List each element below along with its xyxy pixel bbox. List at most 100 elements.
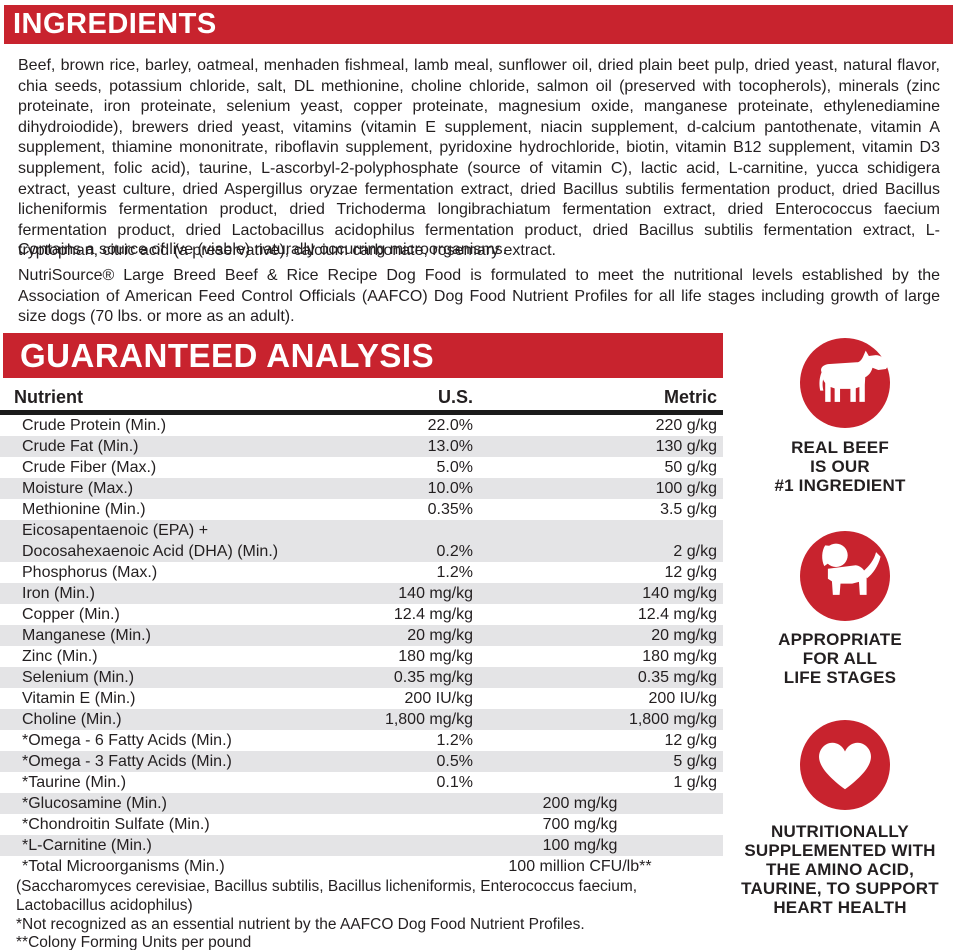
nutrient-name: Crude Fiber (Max.) [22,459,157,476]
nutrient-name: *Taurine (Min.) [22,774,127,791]
table-row: Selenium (Min.) 0.35 mg/kg 0.35 mg/kg [0,667,723,688]
nutrient-name: Crude Protein (Min.) [22,417,167,434]
nutrient-name: Crude Fat (Min.) [22,438,139,455]
table-row: Crude Fat (Min.) 13.0% 130 g/kg [0,436,723,457]
heart-icon [800,720,890,810]
metric-value: 1 g/kg [673,774,717,791]
table-row: Crude Fiber (Max.) 5.0% 50 g/kg [0,457,723,478]
metric-value: 2 g/kg [673,543,717,560]
nutrient-name: Selenium (Min.) [22,669,135,686]
metric-value: 220 g/kg [655,417,717,434]
table-row: Phosphorus (Max.) 1.2% 12 g/kg [0,562,723,583]
table-row: Manganese (Min.) 20 mg/kg 20 mg/kg [0,625,723,646]
us-value: 1.2% [436,732,473,749]
nutrient-name: Choline (Min.) [22,711,122,728]
metric-value: 100 g/kg [655,480,717,497]
ingredients-list: Beef, brown rice, barley, oatmeal, menha… [18,57,940,260]
life-stages-caption: APPROPRIATE FOR ALL LIFE STAGES [778,630,902,687]
analysis-table-body: Crude Protein (Min.) 22.0% 220 g/kg Crude F… [0,415,723,877]
metric-value: 3.5 g/kg [660,501,717,518]
aafco-statement: NutriSource® Large Breed Beef & Rice Rec… [18,267,940,326]
dog-icon [800,531,890,621]
nutrient-name: Methionine (Min.) [22,501,146,518]
guaranteed-analysis-title: GUARANTEED ANALYSIS [20,336,435,374]
table-row: *L-Carnitine (Min.) 100 mg/kg [0,835,723,856]
nutrient-name: Zinc (Min.) [22,648,98,665]
table-row: Eicosapentaenoic (EPA) + Docosahexaenoic… [0,520,723,562]
table-header-rule [0,410,723,415]
us-value: 0.35% [427,501,473,518]
metric-value: 0.35 mg/kg [637,669,717,686]
metric-value: 12.4 mg/kg [637,606,717,623]
us-value: 0.35 mg/kg [393,669,473,686]
table-row: Zinc (Min.) 180 mg/kg 180 mg/kg [0,646,723,667]
metric-value: 50 g/kg [664,459,717,476]
nutrient-name: *Total Microorganisms (Min.) [22,858,225,875]
column-header-us: U.S. [437,387,473,407]
us-value: 10.0% [427,480,473,497]
us-value: 20 mg/kg [407,627,473,644]
metric-value: 180 mg/kg [642,648,717,665]
nutrient-name: Moisture (Max.) [22,480,134,497]
table-row: *Omega - 3 Fatty Acids (Min.) 0.5% 5 g/kg [0,751,723,772]
combined-value: 700 mg/kg [542,816,618,833]
table-row: *Omega - 6 Fatty Acids (Min.) 1.2% 12 g/kg [0,730,723,751]
metric-value: 12 g/kg [664,564,717,581]
table-row: Moisture (Max.) 10.0% 100 g/kg [0,478,723,499]
table-row: Copper (Min.) 12.4 mg/kg 12.4 mg/kg [0,604,723,625]
nutrient-name: Manganese (Min.) [22,627,151,644]
aafco-footnote: *Not recognized as an essential nutrient… [16,916,585,933]
table-row: Iron (Min.) 140 mg/kg 140 mg/kg [0,583,723,604]
combined-value: 100 mg/kg [542,837,618,854]
us-value: 0.5% [436,753,473,770]
us-value: 140 mg/kg [398,585,473,602]
metric-value: 1,800 mg/kg [628,711,717,728]
analysis-table-header: Nutrient U.S. Metric [0,387,723,408]
nutrient-name: Copper (Min.) [22,606,120,623]
us-value: 5.0% [436,459,473,476]
ingredients-title: INGREDIENTS [13,8,217,40]
metric-value: 200 IU/kg [648,690,717,707]
table-row: Vitamin E (Min.) 200 IU/kg 200 IU/kg [0,688,723,709]
us-value: 12.4 mg/kg [393,606,473,623]
us-value: 13.0% [427,438,473,455]
nutrient-name: Iron (Min.) [22,585,95,602]
table-row: *Total Microorganisms (Min.) 100 million … [0,856,723,877]
table-row: Choline (Min.) 1,800 mg/kg 1,800 mg/kg [0,709,723,730]
nutrient-name: *Omega - 6 Fatty Acids (Min.) [22,732,232,749]
metric-value: 130 g/kg [655,438,717,455]
nutrient-name: Vitamin E (Min.) [22,690,136,707]
combined-value: 100 million CFU/lb** [508,858,652,875]
microorganism-species-note: (Saccharomyces cerevisiae, Bacillus subt… [16,878,638,914]
nutrient-name: Eicosapentaenoic (EPA) + Docosahexaenoic… [22,522,279,560]
us-value: 180 mg/kg [398,648,473,665]
nutrient-name: *Chondroitin Sulfate (Min.) [22,816,210,833]
table-row: *Glucosamine (Min.) 200 mg/kg [0,793,723,814]
nutrient-name: *L-Carnitine (Min.) [22,837,152,854]
column-header-metric: Metric [663,387,717,407]
contains-note: Contains a source of live (viable) natur… [18,241,508,258]
cow-icon [800,338,890,428]
table-row: Methionine (Min.) 0.35% 3.5 g/kg [0,499,723,520]
column-header-nutrient: Nutrient [14,387,83,407]
us-value: 22.0% [427,417,473,434]
metric-value: 12 g/kg [664,732,717,749]
guaranteed-analysis-header: GUARANTEED ANALYSIS [3,333,723,378]
nutrient-name: *Glucosamine (Min.) [22,795,167,812]
ingredients-header: INGREDIENTS [4,5,953,44]
metric-value: 5 g/kg [673,753,717,770]
nutrient-name: *Omega - 3 Fatty Acids (Min.) [22,753,232,770]
cfu-footnote: **Colony Forming Units per pound [16,934,252,950]
benefits-sidebar: REAL BEEF IS OUR #1 INGREDIENT APPROPRIA… [723,333,957,950]
nutrient-name: Phosphorus (Max.) [22,564,158,581]
real-beef-caption: REAL BEEF IS OUR #1 INGREDIENT [774,438,906,495]
us-value: 0.2% [436,543,473,560]
us-value: 1,800 mg/kg [384,711,473,728]
combined-value: 200 mg/kg [542,795,618,812]
table-row: *Chondroitin Sulfate (Min.) 700 mg/kg [0,814,723,835]
metric-value: 20 mg/kg [651,627,717,644]
table-row: *Taurine (Min.) 0.1% 1 g/kg [0,772,723,793]
us-value: 0.1% [436,774,473,791]
heart-health-caption: NUTRITIONALLY SUPPLEMENTED WITH THE AMIN… [741,822,939,917]
